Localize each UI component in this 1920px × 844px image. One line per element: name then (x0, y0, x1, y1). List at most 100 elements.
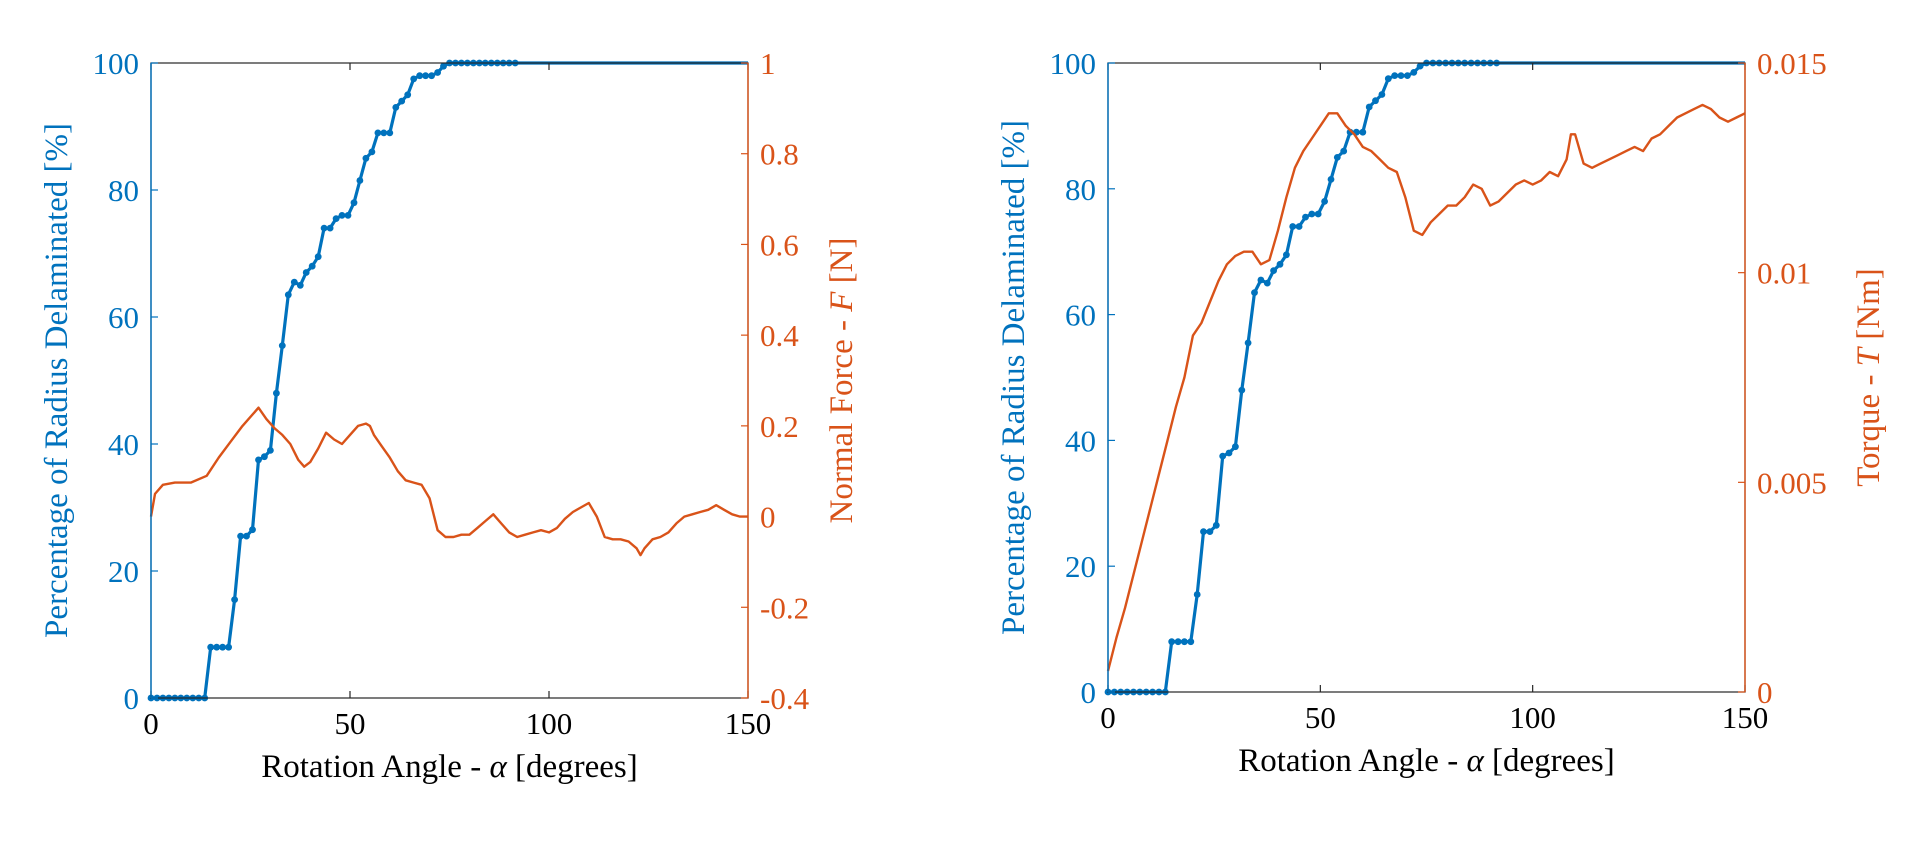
delamination-data-point (440, 62, 447, 70)
normal-force-series-line (149, 406, 748, 557)
right-y-tick-label: 0.015 (1757, 46, 1827, 81)
delamination-data-point (1263, 279, 1271, 287)
right-y-axis-label-symbol: T (1851, 345, 1887, 366)
delamination-data-point (362, 154, 370, 162)
delamination-data-point (1404, 72, 1411, 79)
delamination-data-point (278, 342, 286, 349)
right-y-axis-label-prefix: Torque - (1851, 366, 1887, 486)
delamination-data-point (314, 253, 322, 261)
delamination-data-point (1340, 147, 1348, 155)
left-y-tick-label: 40 (1065, 423, 1096, 458)
x-axis-label: Rotation Angle - α [degrees] (1238, 743, 1615, 779)
delamination-data-point (1308, 210, 1316, 218)
delamination-data-point (261, 453, 268, 461)
delamination-data-point (225, 643, 233, 651)
x-axis-label-suffix: [degrees] (1484, 743, 1615, 779)
right-y-tick-label: 1 (760, 46, 776, 81)
x-tick-label: 100 (1509, 700, 1556, 735)
delamination-data-point (320, 224, 328, 232)
delamination-data-point (231, 596, 239, 603)
delamination-data-point (1206, 528, 1214, 535)
delamination-data-point (290, 278, 298, 286)
delamination-data-point (428, 72, 435, 80)
delamination-data-point (1384, 75, 1392, 83)
delamination-data-point (398, 97, 406, 105)
chart-panel-torque: 0 50 100 150 0 20 40 60 80 100 0 0.005 0.01 0.015 R… (996, 46, 1887, 779)
right-y-tick-label: 0.01 (1757, 256, 1811, 291)
delamination-data-point (1257, 276, 1265, 284)
delamination-data-point (1283, 251, 1290, 259)
left-y-tick-label: 80 (1065, 172, 1096, 207)
delamination-data-point (368, 148, 376, 156)
delamination-data-point (1219, 452, 1227, 460)
right-y-tick-label: -0.2 (760, 590, 809, 625)
delamination-data-point (1212, 521, 1220, 529)
left-y-tick-label: 60 (108, 300, 139, 335)
delamination-data-point (1193, 591, 1201, 598)
right-y-axis-label-symbol: F (824, 291, 860, 313)
right-y-tick-label: 0.6 (760, 227, 799, 262)
delamination-data-point (344, 212, 352, 219)
delamination-data-point (1251, 289, 1258, 296)
delamination-data-point (1397, 72, 1405, 79)
left-y-axis-label: Percentage of Radius Delaminated [%] (996, 120, 1032, 635)
delamination-data-point (1270, 267, 1277, 274)
delamination-data-point (1174, 638, 1182, 646)
delamination-data-point (416, 72, 424, 80)
left-y-axis-ticks: 0 20 40 60 80 100 (1050, 46, 1115, 710)
delamination-data-point (326, 224, 334, 232)
delamination-data-point (1244, 339, 1252, 347)
delamination-data-point (302, 269, 310, 276)
delamination-data-point (1314, 210, 1322, 218)
delamination-data-point (1187, 638, 1195, 646)
x-tick-label: 0 (143, 706, 159, 741)
delamination-data-point (386, 129, 394, 137)
x-axis-label-suffix: [degrees] (507, 749, 638, 785)
delamination-data-point (1200, 528, 1207, 535)
delamination-data-point (1410, 69, 1418, 76)
delamination-data-point (1327, 176, 1335, 183)
delamination-data-point (380, 129, 388, 137)
x-tick-label: 150 (725, 706, 772, 741)
chart-panel-normal-force: 0 50 100 150 0 20 40 60 80 100 -0.4 -0.2 0 0.2 0.4 0.… (39, 46, 860, 785)
x-tick-label: 0 (1100, 700, 1116, 735)
delamination-data-point (1232, 443, 1239, 451)
right-y-axis-label-suffix: [N] (824, 238, 860, 292)
right-y-axis-label-suffix: [Nm] (1851, 268, 1887, 348)
left-y-axis-ticks: 0 20 40 60 80 100 (93, 46, 158, 716)
left-y-tick-label: 0 (1081, 675, 1097, 710)
delamination-data-point (1289, 223, 1297, 230)
x-tick-label: 100 (526, 706, 573, 741)
left-y-tick-label: 0 (124, 681, 140, 716)
right-y-tick-label: 0.005 (1757, 465, 1827, 500)
x-tick-label: 50 (1305, 700, 1336, 735)
delamination-data-point (1333, 154, 1341, 161)
x-axis-label-prefix: Rotation Angle - (1238, 743, 1466, 779)
delamination-data-point (243, 532, 250, 540)
right-y-tick-label: 0.2 (760, 409, 799, 444)
x-axis-ticks: 0 50 100 150 (1100, 63, 1768, 735)
delamination-data-point (255, 456, 262, 464)
right-y-tick-label: 0.4 (760, 318, 799, 353)
delamination-data-point (1168, 638, 1176, 646)
right-y-tick-label: -0.4 (760, 681, 810, 716)
delamination-data-point (308, 262, 316, 270)
left-y-tick-label: 100 (93, 46, 140, 81)
delamination-data-point (404, 91, 412, 99)
left-y-tick-label: 40 (108, 427, 139, 462)
delamination-data-point (350, 199, 358, 207)
delamination-data-point (273, 389, 280, 397)
delamination-data-point (1276, 260, 1284, 268)
x-axis-label-prefix: Rotation Angle - (261, 749, 489, 785)
delamination-data-point (332, 215, 340, 223)
delamination-data-point (1181, 638, 1188, 646)
delamination-data-point (1416, 62, 1424, 70)
delamination-data-point (338, 212, 346, 219)
delamination-data-point (1359, 128, 1367, 136)
left-y-tick-label: 60 (1065, 298, 1096, 333)
delamination-data-point (284, 291, 292, 299)
right-y-axis-ticks: -0.4 -0.2 0 0.2 0.4 0.6 0.8 1 (741, 46, 810, 716)
x-axis-label-symbol: α (489, 749, 507, 785)
delamination-data-point (296, 281, 304, 289)
delamination-data-point (392, 104, 400, 111)
